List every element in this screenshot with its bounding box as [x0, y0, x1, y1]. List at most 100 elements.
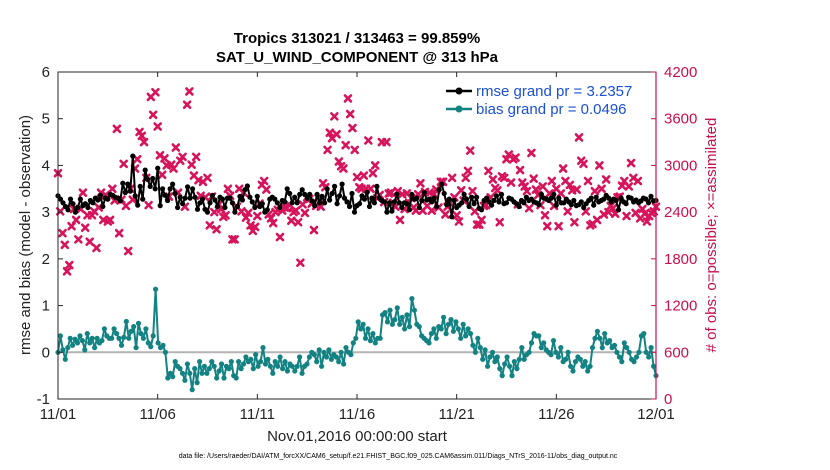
bias-point [138, 331, 144, 337]
rmse-point [421, 189, 427, 196]
obs-assimilated-marker [187, 160, 196, 169]
obs-assimilated-marker [108, 184, 117, 194]
bias-point [148, 344, 154, 350]
bias-point [172, 359, 178, 365]
bias-point [394, 305, 400, 311]
obs-assimilated-marker [78, 188, 88, 197]
rmse-point [371, 200, 377, 206]
rmse-point [404, 201, 410, 207]
obs-assimilated-marker [642, 217, 652, 226]
rmse-point [591, 202, 597, 208]
rmse-point [237, 193, 243, 199]
bias-point [162, 349, 168, 355]
bias-point [514, 366, 520, 372]
obs-assimilated-marker [542, 221, 552, 231]
bias-point [280, 366, 286, 372]
obs-assimilated-marker [137, 131, 147, 141]
rmse-point [234, 203, 240, 210]
bias-point [211, 363, 217, 369]
bias-point [526, 349, 532, 355]
obs-assimilated-marker [506, 178, 516, 187]
bias-point [282, 359, 288, 365]
rmse-point [247, 194, 253, 200]
obs-assimilated-marker [502, 154, 511, 164]
rmse-point [416, 204, 422, 211]
obs-assimilated-marker [209, 207, 219, 217]
bias-point [607, 338, 613, 344]
bias-point [177, 366, 183, 372]
obs-assimilated-marker [268, 218, 278, 228]
bias-point [411, 307, 417, 313]
rmse-point [60, 200, 66, 206]
rmse-point [242, 187, 248, 193]
bias-point [384, 319, 391, 325]
rmse-point [578, 199, 584, 205]
obs-assimilated-marker [230, 235, 239, 244]
rmse-point [498, 191, 505, 197]
obs-assimilated-marker [524, 203, 534, 213]
obs-assimilated-marker [499, 173, 509, 183]
bias-point [199, 370, 205, 376]
obs-assimilated-marker [461, 173, 471, 183]
rmse-point [391, 199, 397, 205]
rmse-point [464, 196, 470, 202]
chart-title: Tropics 313021 / 313463 = 99.859% [234, 30, 480, 47]
rmse-point [150, 175, 156, 182]
rmse-point [503, 200, 510, 206]
rmse-point [180, 201, 186, 207]
bias-point [214, 375, 220, 381]
obs-assimilated-marker [511, 153, 520, 162]
obs-assimilated-marker [556, 189, 566, 198]
rmse-point [182, 195, 188, 201]
bias-point [111, 326, 117, 332]
bias-point [570, 368, 576, 374]
bias-point [206, 366, 212, 372]
obs-assimilated-marker [529, 174, 538, 183]
rmse-point [329, 190, 335, 197]
bias-point [365, 326, 371, 332]
bias-point [253, 352, 259, 358]
bias-point [150, 333, 156, 339]
obs-assimilated-marker [132, 154, 142, 164]
bias-point [182, 377, 188, 383]
bias-point [553, 349, 559, 355]
bias-point [507, 363, 513, 369]
bias-point [192, 366, 198, 372]
bias-point [480, 356, 486, 362]
bias-point [499, 373, 505, 379]
rmse-point [170, 181, 176, 187]
bias-point [221, 375, 227, 381]
bias-point [441, 314, 447, 320]
bias-point [443, 331, 449, 337]
bias-point [643, 349, 649, 355]
bias-point [370, 331, 376, 337]
bias-point [243, 354, 249, 360]
obs-assimilated-marker [454, 217, 464, 226]
obs-assimilated-marker [595, 161, 604, 170]
rmse-point [593, 194, 599, 200]
rmse-point [327, 197, 333, 203]
bias-point [140, 335, 146, 341]
bias-point [99, 338, 105, 344]
obs-assimilated-marker [565, 180, 575, 190]
obs-assimilated-marker [488, 175, 498, 184]
rmse-point [75, 204, 81, 211]
rmse-point [601, 196, 607, 202]
obs-assimilated-marker [60, 240, 70, 250]
rmse-point [167, 186, 173, 192]
obs-assimilated-marker [350, 145, 360, 155]
bias-point [548, 352, 554, 358]
obs-assimilated-marker [495, 217, 505, 227]
bias-point [550, 338, 557, 344]
bias-point [621, 340, 627, 346]
rmse-point [232, 209, 238, 215]
obs-assimilated-marker [223, 184, 233, 194]
y2-tick-label: 2400 [664, 204, 697, 221]
rmse-point [334, 201, 340, 207]
obs-assimilated-marker [348, 123, 357, 133]
y2-axis-ticks: 0 600 1200 1800 2400 3000 3600 4200 [651, 64, 697, 408]
bias-point [519, 345, 525, 351]
obs-assimilated-marker [626, 158, 636, 168]
